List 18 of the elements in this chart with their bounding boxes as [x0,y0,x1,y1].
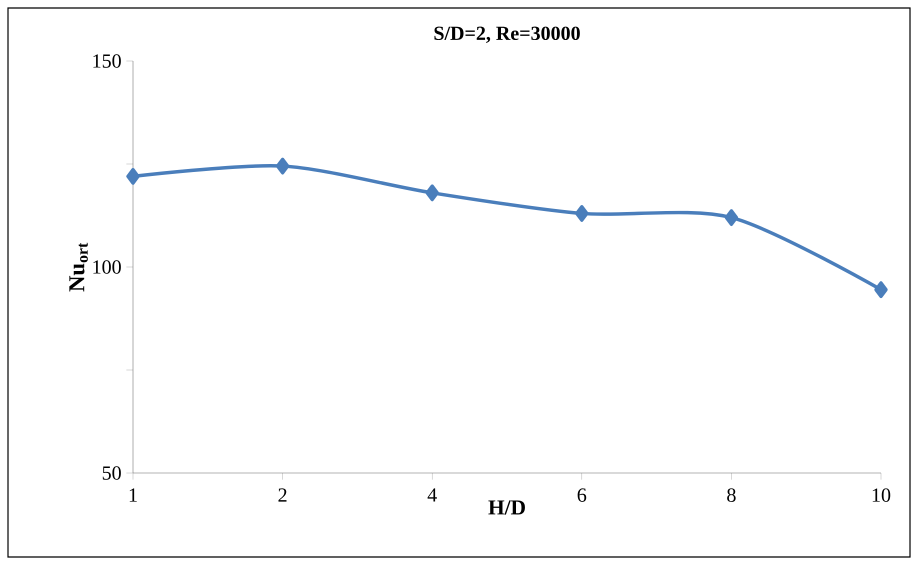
point [575,205,589,222]
chart-title: S/D=2, Re=30000 [434,26,580,43]
x-tick-label: 10 [872,488,890,502]
x-axis-title: H/D [488,500,525,515]
point [126,168,140,185]
y-tick-label: 100 [93,260,121,274]
point [874,281,888,298]
x-tick-label: 6 [578,488,586,502]
x-tick-label: 8 [727,488,736,502]
point [425,184,439,202]
y-axis-title: Nu$_{ort}$ [69,242,88,292]
x-tick-label: 2 [278,488,286,502]
y-tick-label: 50 [102,466,121,480]
y-tick-label: 150 [93,54,121,68]
point [276,158,290,174]
point [724,209,738,226]
x-tick-label: 1 [130,488,137,502]
x-tick-label: 4 [428,488,437,502]
